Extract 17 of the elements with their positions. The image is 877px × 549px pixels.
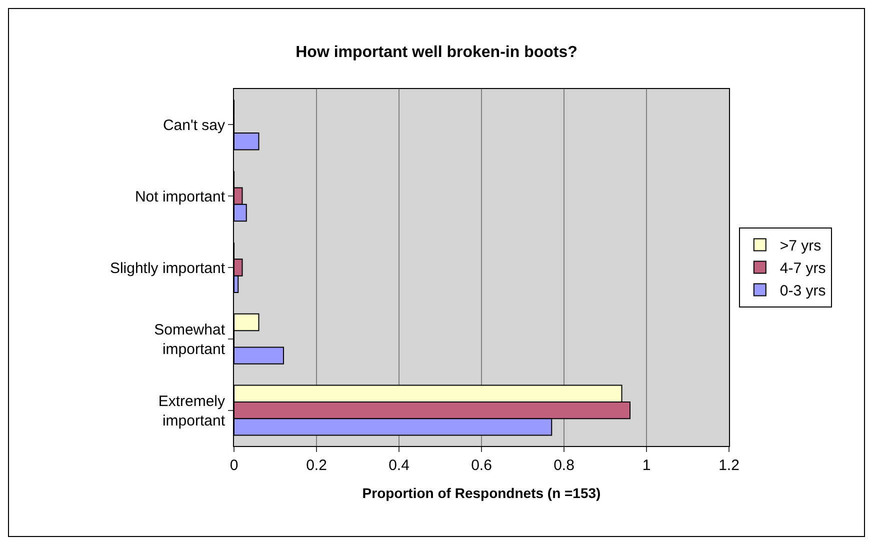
legend-label: 4-7 yrs [780, 260, 826, 278]
y-tick-label: Not important [134, 188, 226, 206]
x-tick-label: 0.4 [388, 457, 410, 474]
y-tick-label: Somewhat important [154, 321, 226, 358]
y-tick-label: Extremely important [158, 392, 226, 430]
x-tick-label: 0.2 [306, 457, 327, 474]
x-tick-label: 0.6 [471, 457, 492, 474]
x-tick-label: 0 [230, 457, 238, 474]
y-tick-label: Slightly important [110, 260, 226, 277]
x-tick-label: 1.2 [718, 457, 740, 474]
legend-label: >7 yrs [780, 238, 822, 255]
x-axis-title: Proportion of Respondnets (n =153) [362, 485, 601, 501]
x-tick-label: 1 [642, 457, 651, 474]
x-tick-label: 0.8 [554, 457, 574, 474]
y-tick-label: Can't say [162, 116, 226, 134]
legend-label: 0-3 yrs [780, 282, 826, 300]
chart-title: How important well broken-in boots? [296, 44, 578, 62]
